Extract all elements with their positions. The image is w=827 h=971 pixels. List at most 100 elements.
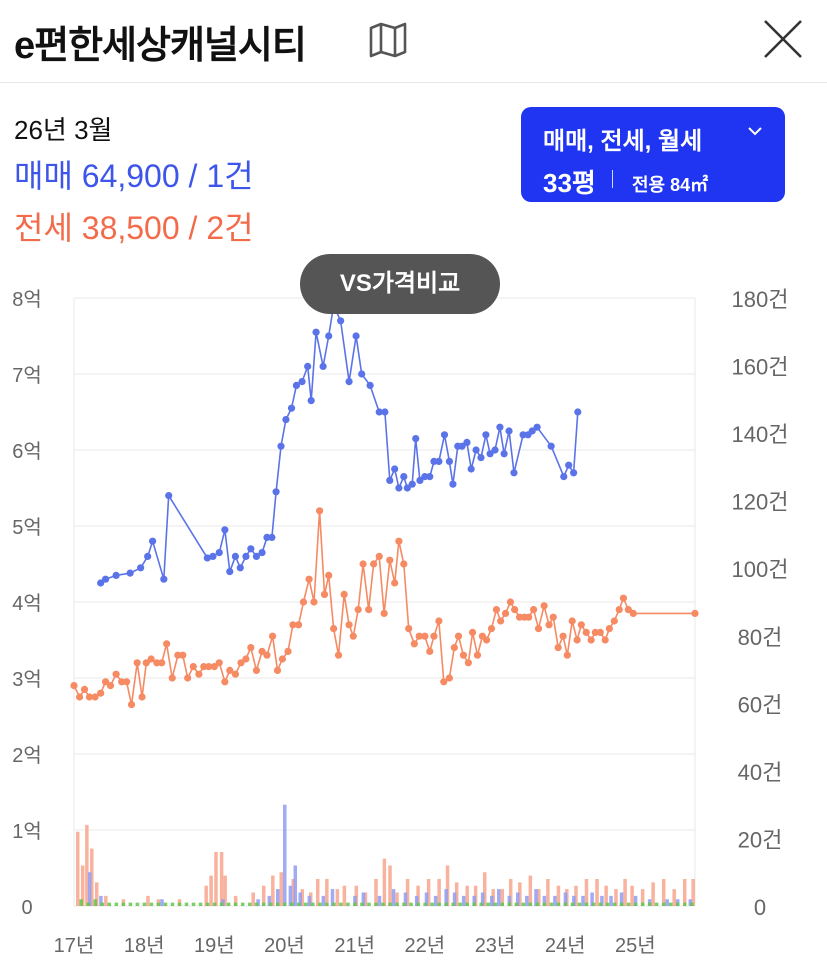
data-point xyxy=(101,678,110,686)
volume-bar xyxy=(534,889,538,906)
data-point xyxy=(210,663,218,671)
volume-bar xyxy=(591,902,596,906)
volume-bar xyxy=(191,902,196,906)
volume-bar xyxy=(598,902,603,906)
data-point xyxy=(400,560,408,568)
data-point xyxy=(273,666,282,674)
data-point xyxy=(473,651,482,659)
volume-bar xyxy=(633,902,638,906)
volume-bar xyxy=(219,851,224,906)
data-point xyxy=(445,457,454,465)
data-point xyxy=(299,598,308,606)
data-point xyxy=(435,617,443,625)
data-point xyxy=(534,625,543,633)
volume-bar xyxy=(311,902,315,906)
data-point xyxy=(568,617,576,625)
data-point xyxy=(358,370,366,378)
data-point xyxy=(391,579,399,587)
header: e편한세상캐널시티 xyxy=(0,0,827,83)
data-point xyxy=(426,473,434,481)
volume-bar xyxy=(581,895,585,906)
vs-compare-button[interactable]: VS가격비교 xyxy=(300,254,500,314)
data-point xyxy=(395,484,403,492)
data-point xyxy=(97,689,105,697)
volume-bar xyxy=(672,889,676,906)
data-point xyxy=(298,378,306,386)
volume-bar xyxy=(330,889,335,906)
data-point xyxy=(487,625,496,633)
data-point xyxy=(325,332,333,340)
data-point xyxy=(400,473,408,481)
volume-bar xyxy=(377,895,382,906)
data-point xyxy=(500,450,508,458)
x-tick-label: 20년 xyxy=(264,934,305,957)
volume-bar xyxy=(254,902,259,906)
volume-bar xyxy=(486,902,490,906)
data-point xyxy=(307,397,315,405)
y-tick-label: 8억 xyxy=(12,288,42,311)
volume-bar xyxy=(414,895,419,906)
volume-bar xyxy=(508,878,513,906)
data-point xyxy=(203,554,211,562)
data-point xyxy=(445,674,454,682)
data-point xyxy=(209,552,217,560)
data-point xyxy=(305,575,313,583)
period-label: 26년 3월 xyxy=(14,115,113,145)
y-tick-label: 2억 xyxy=(12,744,42,767)
volume-bar xyxy=(675,902,680,906)
volume-bar xyxy=(619,892,624,906)
volume-bar xyxy=(342,885,347,906)
y-tick-label: 6억 xyxy=(12,440,42,463)
data-point xyxy=(619,594,628,602)
data-point xyxy=(137,564,145,572)
data-point xyxy=(325,571,333,579)
data-point xyxy=(345,621,353,629)
volume-bar xyxy=(160,899,164,906)
volume-bar xyxy=(251,892,255,906)
volume-bar xyxy=(507,902,512,906)
data-point xyxy=(530,606,538,614)
volume-bar xyxy=(388,902,392,906)
data-point xyxy=(540,602,548,610)
map-icon[interactable] xyxy=(368,22,408,58)
data-point xyxy=(497,617,505,625)
data-point xyxy=(144,552,152,560)
volume-bar xyxy=(542,902,547,906)
y2-tick-label: 160건 xyxy=(732,355,789,380)
volume-bar xyxy=(403,892,408,906)
data-point xyxy=(359,560,367,568)
volume-bar xyxy=(612,902,617,906)
data-point xyxy=(386,476,394,484)
filter-button[interactable]: 매매, 전세, 월세 33평 전용 84㎡ xyxy=(521,107,785,202)
y-tick-label: 1억 xyxy=(12,820,42,843)
data-point xyxy=(168,674,176,682)
volume-bar xyxy=(275,889,280,906)
volume-bar xyxy=(279,872,283,906)
data-point xyxy=(528,427,536,435)
volume-bar xyxy=(563,902,568,906)
volume-bar xyxy=(454,882,459,906)
y-tick-label: 0 xyxy=(21,897,32,919)
y-tick-label: 7억 xyxy=(12,364,42,387)
y2-tick-label: 40건 xyxy=(738,760,783,785)
data-point xyxy=(449,480,457,488)
volume-bar xyxy=(647,902,652,906)
y-tick-label: 4억 xyxy=(12,592,42,615)
data-point xyxy=(421,632,429,640)
volume-bar xyxy=(500,889,505,906)
data-point xyxy=(459,651,468,659)
data-point xyxy=(511,606,519,614)
volume-bar xyxy=(214,851,218,906)
data-point xyxy=(292,381,301,389)
data-point xyxy=(501,609,510,617)
volume-bar xyxy=(99,895,103,906)
volume-bar xyxy=(497,889,501,906)
volume-bar xyxy=(584,878,589,906)
volume-bar xyxy=(283,902,287,906)
data-point xyxy=(412,435,420,443)
y2-tick-label: 100건 xyxy=(732,557,789,582)
close-icon[interactable] xyxy=(758,14,808,64)
y2-tick-label: 60건 xyxy=(738,692,783,717)
volume-bar xyxy=(204,885,208,906)
data-point xyxy=(492,606,501,614)
